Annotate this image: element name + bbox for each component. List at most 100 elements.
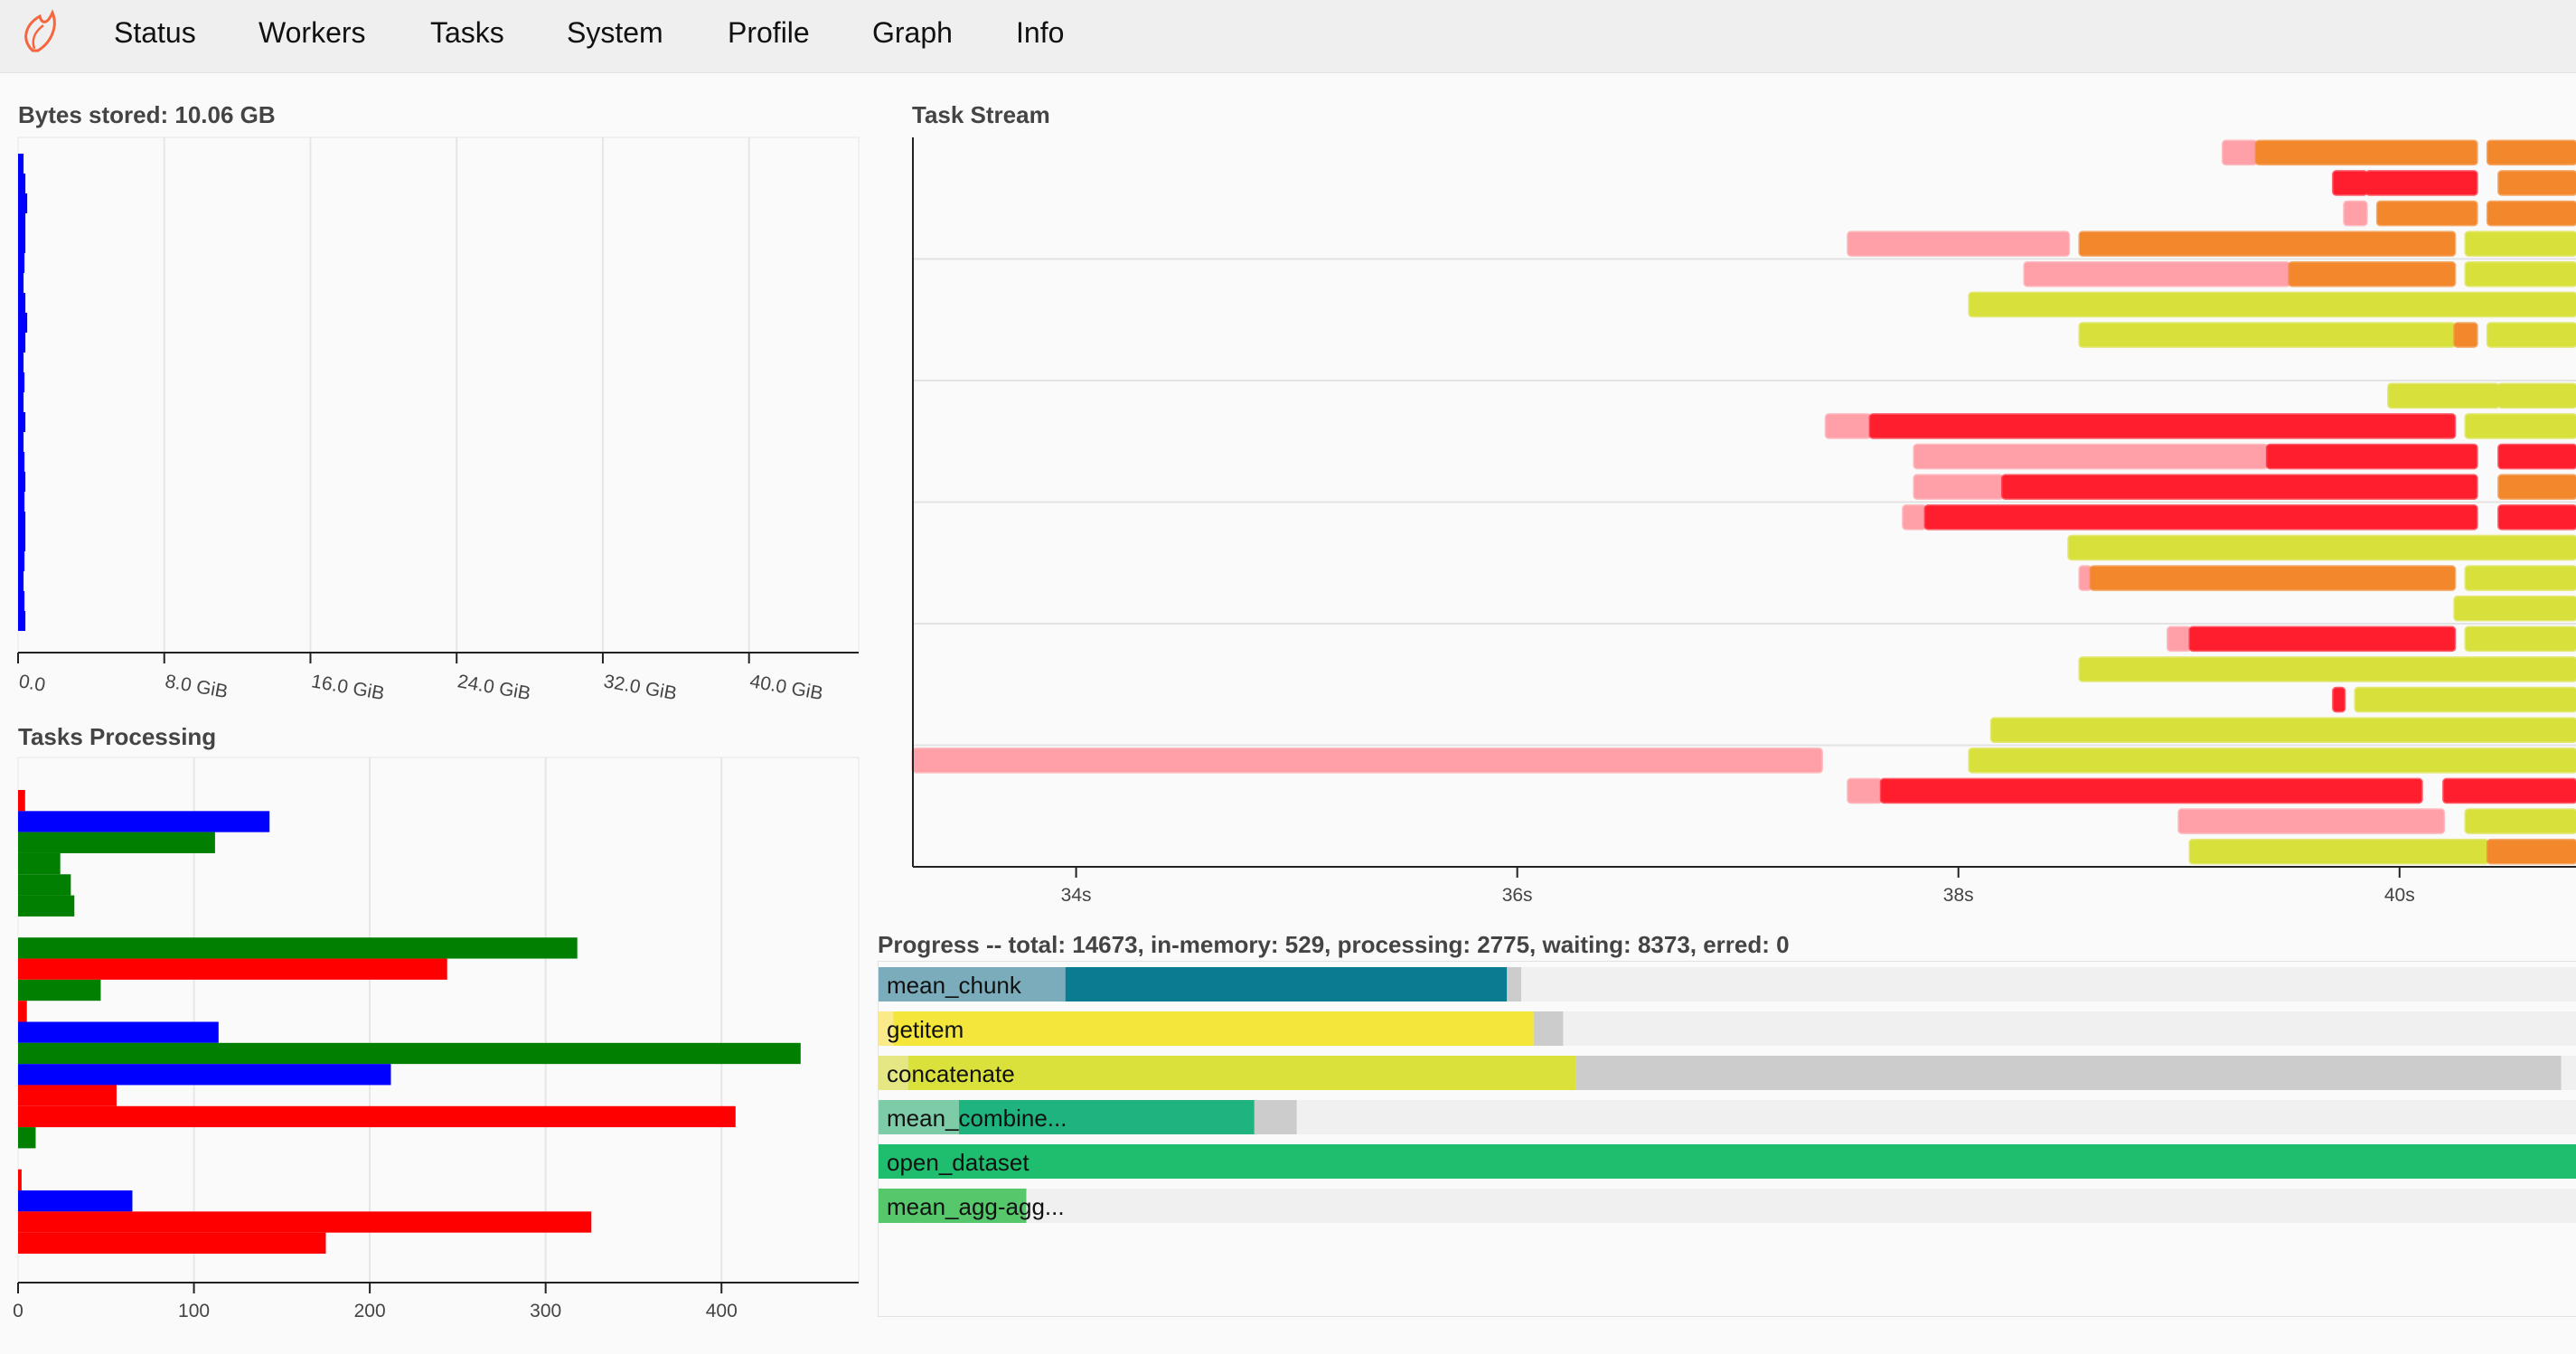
bytes-tick-label: 8.0 GiB — [164, 671, 230, 702]
bytes-bar — [18, 154, 24, 174]
processing-bar — [18, 1169, 22, 1191]
task-bar — [1879, 777, 2423, 804]
processing-tick-label: 200 — [354, 1301, 386, 1321]
bytes-bar — [18, 392, 24, 412]
task-bar — [1824, 413, 1872, 439]
bytes-bar — [18, 313, 28, 333]
bytes-bar — [18, 452, 25, 472]
processing-bar — [18, 874, 71, 896]
task-bar — [2254, 139, 2478, 166]
progress-label: open_dataset — [887, 1149, 1029, 1176]
bytes-tick-label: 40.0 GiB — [748, 671, 824, 704]
task-bar — [2343, 200, 2368, 227]
nav-status[interactable]: Status — [114, 16, 196, 49]
task-bar — [911, 748, 1823, 774]
progress-panel: mean_chunk getitem concatenate mean_combine… — [878, 961, 2576, 1317]
progress-memory — [958, 1100, 1255, 1134]
task-bar — [2089, 565, 2457, 591]
task-bar — [2332, 170, 2368, 196]
task-bar — [2288, 261, 2457, 287]
task-bar — [2078, 656, 2576, 682]
progress-memory — [1065, 967, 1508, 1001]
nav-workers[interactable]: Workers — [259, 16, 366, 49]
task-bar — [1847, 777, 1883, 804]
processing-tick-label: 0 — [13, 1301, 24, 1321]
task-bar — [2387, 382, 2501, 409]
bytes-bar — [18, 233, 26, 253]
navbar: Status Workers Tasks System Profile Grap… — [0, 0, 2576, 73]
nav-info[interactable]: Info — [1016, 16, 1065, 49]
task-bar — [2442, 777, 2576, 804]
tasks-processing-chart[interactable]: 0 100 200 300 400 — [0, 750, 868, 1354]
bytes-bar — [18, 591, 25, 611]
task-bar — [1923, 504, 2478, 531]
task-stream-title: Task Stream — [912, 101, 1050, 128]
task-bar — [2497, 443, 2576, 470]
bytes-bar — [18, 353, 24, 372]
task-bar — [1847, 230, 2071, 257]
task-bar — [2364, 170, 2478, 196]
bytes-bar — [18, 372, 25, 392]
bytes-tick-label: 32.0 GiB — [602, 671, 678, 704]
task-bar — [2332, 686, 2346, 713]
bytes-bar — [18, 193, 28, 213]
processing-bar — [18, 1190, 133, 1212]
task-bar — [2486, 838, 2576, 865]
task-bar — [2078, 230, 2457, 257]
bytes-bar — [18, 412, 26, 432]
processing-bar — [18, 937, 578, 959]
bytes-tick-label: 0.0 — [17, 671, 47, 696]
progress-released — [879, 967, 1066, 1001]
processing-bar — [18, 852, 61, 875]
progress-processing — [1575, 1056, 2562, 1090]
task-bar — [2464, 565, 2576, 591]
bytes-tick-label: 16.0 GiB — [310, 671, 386, 704]
bytes-bar — [18, 333, 26, 353]
bytes-bar — [18, 551, 25, 571]
task-bar — [2464, 625, 2576, 653]
nav-system[interactable]: System — [567, 16, 663, 49]
bytes-bar — [18, 611, 26, 631]
nav-graph[interactable]: Graph — [872, 16, 953, 49]
task-bar — [2464, 808, 2576, 834]
task-bar — [2464, 261, 2576, 287]
bytes-bar — [18, 174, 26, 193]
task-stream-chart[interactable]: 34s 36s 38s 40s — [904, 127, 2576, 922]
progress-label: mean_combine... — [887, 1105, 1067, 1132]
processing-bar — [18, 1001, 27, 1022]
bytes-bar — [18, 273, 24, 293]
bytes-stored-chart[interactable]: 0.0 8.0 GiB 16.0 GiB 24.0 GiB 32.0 GiB 40.0 G… — [0, 127, 868, 723]
tasks-processing-title: Tasks Processing — [18, 723, 217, 750]
task-bar — [2486, 322, 2576, 348]
progress-released — [879, 1100, 959, 1134]
progress-released — [879, 1056, 908, 1090]
task-bar — [2354, 686, 2576, 713]
task-bar — [2497, 474, 2576, 500]
progress-label: mean_agg-agg... — [887, 1193, 1065, 1220]
task-bar — [2078, 565, 2092, 591]
task-bar — [2067, 534, 2576, 561]
processing-bar — [18, 979, 101, 1001]
processing-tick-label: 300 — [530, 1301, 561, 1321]
progress-released — [879, 1011, 894, 1046]
task-bar — [1968, 291, 2576, 318]
bytes-bar — [18, 213, 26, 233]
task-bar — [2497, 382, 2576, 409]
bytes-bar — [18, 512, 26, 531]
stream-tick-label: 40s — [2384, 885, 2415, 906]
task-bar — [2497, 170, 2576, 196]
bytes-bar — [18, 253, 25, 273]
progress-memory — [893, 1011, 1534, 1046]
task-bar — [2486, 200, 2576, 227]
bytes-bar — [18, 432, 24, 452]
nav-profile[interactable]: Profile — [728, 16, 810, 49]
task-bar — [2464, 413, 2576, 439]
bytes-bar — [18, 472, 26, 492]
dask-flame-icon[interactable] — [16, 5, 61, 56]
task-bar — [1968, 748, 2576, 774]
processing-tick-label: 400 — [706, 1301, 738, 1321]
nav-tasks[interactable]: Tasks — [430, 16, 504, 49]
task-bar — [1868, 413, 2457, 439]
progress-processing — [1507, 967, 1522, 1001]
